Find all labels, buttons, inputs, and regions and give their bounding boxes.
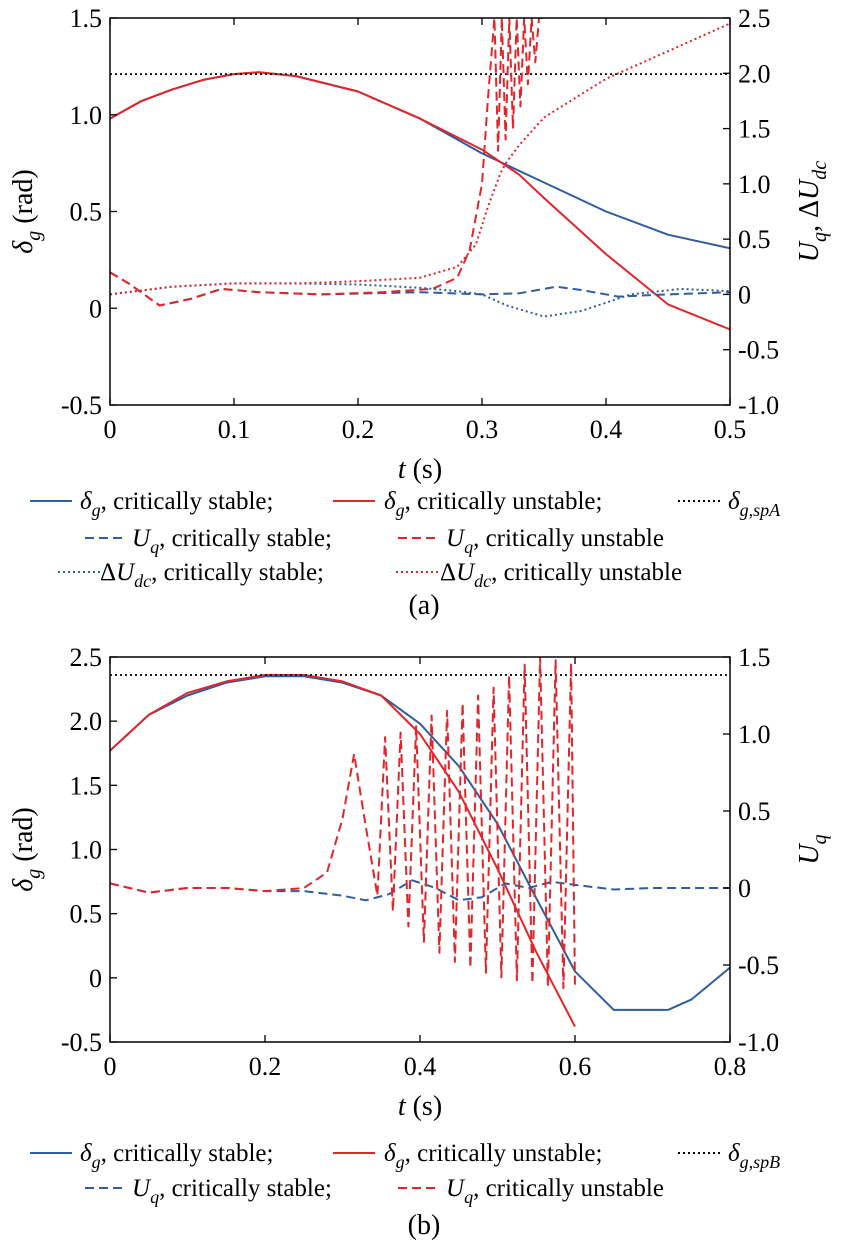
series-line-1	[110, 71, 730, 331]
y-right-tick-label: -0.5	[738, 951, 779, 980]
x-tick-label: 0	[104, 1052, 117, 1081]
x-axis-label: t (s)	[398, 1091, 442, 1122]
x-tick-label: 0.4	[590, 415, 623, 444]
legend-label: δg, critically unstable;	[384, 488, 602, 520]
x-tick-label: 0.4	[404, 1052, 437, 1081]
y-left-tick-label: 2.5	[70, 643, 103, 672]
legend: δg, critically stable; δg, critically uns…	[30, 488, 781, 591]
y-left-tick-label: -0.5	[61, 1028, 102, 1057]
series-line-4	[110, 18, 544, 307]
y-right-axis-label: Uq	[794, 834, 831, 864]
y-right-tick-label: 2.5	[738, 4, 771, 33]
series-line-3	[110, 879, 730, 902]
y-left-tick-label: -0.5	[61, 391, 102, 420]
legend-label: δg, critically stable;	[80, 488, 273, 520]
panel-label: (b)	[408, 1210, 441, 1241]
chart-panel-a: 0 0.1 0.2 0.3 0.4 0.5-0.500.51.01.5-1.0-0.500…	[8, 4, 831, 621]
chart-panel-b: 0 0.2 0.4 0.6 0.8-0.500.51.01.52.02.5-1.0-0.…	[8, 643, 831, 1241]
legend-label: δg,spB	[728, 1140, 780, 1172]
y-right-tick-label: 2.0	[738, 59, 771, 88]
x-tick-label: 0.2	[342, 415, 375, 444]
y-left-tick-label: 0.5	[70, 900, 103, 929]
series-line-5	[110, 282, 730, 318]
x-tick-label: 0.3	[466, 415, 499, 444]
y-right-tick-label: 0.5	[738, 797, 771, 826]
y-right-tick-label: 0	[738, 874, 751, 903]
x-tick-label: 0.1	[218, 415, 251, 444]
legend-label: Uq, critically stable;	[132, 1175, 332, 1207]
x-tick-label: 0.8	[714, 1052, 747, 1081]
y-right-tick-label: 1.0	[738, 170, 771, 199]
y-left-tick-label: 2.0	[70, 707, 103, 736]
panel-label: (a)	[408, 590, 439, 621]
legend-label: Uq, critically unstable	[446, 525, 664, 557]
y-right-tick-label: 1.5	[738, 643, 771, 672]
y-left-axis-label: δg (rad)	[8, 169, 45, 253]
y-left-tick-label: 1.5	[70, 771, 103, 800]
series-line-0	[110, 675, 730, 1011]
legend-label: Uq, critically stable;	[132, 525, 332, 557]
y-right-tick-label: 0.5	[738, 225, 771, 254]
y-right-axis-label: Uq, ΔUdc	[794, 161, 831, 262]
y-left-tick-label: 1.0	[70, 101, 103, 130]
series-line-0	[110, 71, 730, 250]
y-right-tick-label: 0	[738, 280, 751, 309]
legend: δg, critically stable; δg, critically uns…	[30, 1140, 780, 1207]
x-tick-label: 0.6	[559, 1052, 592, 1081]
y-right-tick-label: 1.5	[738, 115, 771, 144]
y-left-tick-label: 0	[89, 964, 102, 993]
plot-frame	[109, 17, 731, 406]
series-line-4	[110, 657, 576, 990]
legend-label: δg, critically stable;	[80, 1140, 273, 1172]
legend-label: δg, critically unstable;	[384, 1140, 602, 1172]
y-right-tick-label: 1.0	[738, 720, 771, 749]
legend-label: ΔUdc, critically unstable	[440, 559, 682, 591]
series-line-6	[110, 22, 730, 296]
x-tick-label: 0	[104, 415, 117, 444]
y-right-tick-label: -1.0	[738, 1028, 779, 1057]
legend-label: δg,spA	[728, 488, 781, 520]
legend-label: Uq, critically unstable	[446, 1175, 664, 1207]
x-tick-label: 0.2	[249, 1052, 282, 1081]
y-left-tick-label: 0	[89, 294, 102, 323]
series-group	[110, 657, 730, 1028]
legend-label: ΔUdc, critically stable;	[100, 559, 324, 591]
y-left-tick-label: 0.5	[70, 198, 103, 227]
y-right-tick-label: -0.5	[738, 336, 779, 365]
x-tick-label: 0.5	[714, 415, 747, 444]
y-left-axis-label: δg (rad)	[8, 807, 45, 891]
y-right-tick-label: -1.0	[738, 391, 779, 420]
series-group	[110, 18, 730, 331]
y-left-tick-label: 1.5	[70, 4, 103, 33]
y-left-tick-label: 1.0	[70, 836, 103, 865]
x-axis-label: t (s)	[398, 454, 442, 485]
